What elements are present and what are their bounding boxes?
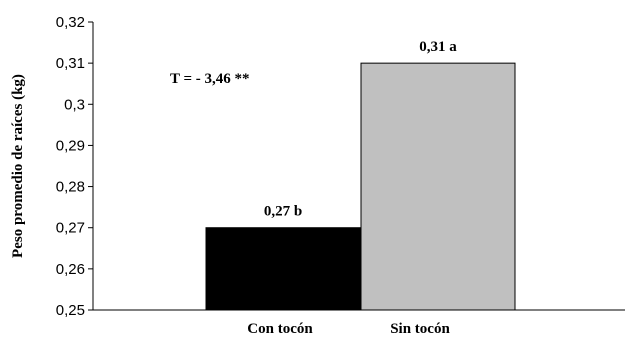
- x-tick-labels: Con tocón Sin tocón: [247, 321, 450, 337]
- bar-data-label: 0,31 a: [419, 39, 457, 55]
- y-tick-label: 0,27: [56, 220, 85, 237]
- y-ticks: 0,25 0,26 0,27 0,28 0,29 0,3 0,31 0,32: [56, 14, 93, 319]
- y-tick-label: 0,25: [56, 302, 85, 319]
- x-tick-label: Con tocón: [247, 321, 313, 337]
- y-tick-label: 0,28: [56, 179, 85, 196]
- x-tick-label: Sin tocón: [390, 321, 450, 337]
- y-tick-label: 0,26: [56, 261, 85, 278]
- bars: 0,27 b 0,31 a: [205, 39, 516, 311]
- bar-data-label: 0,27 b: [264, 204, 302, 220]
- bar: [360, 62, 516, 311]
- y-tick-label: 0,3: [64, 96, 85, 113]
- bar: [205, 227, 361, 311]
- t-statistic-annotation: T = - 3,46 **: [170, 71, 250, 87]
- y-tick-label: 0,31: [56, 55, 85, 72]
- y-axis-title: Peso promedio de raíces (kg): [10, 74, 26, 258]
- y-tick-label: 0,32: [56, 14, 85, 31]
- y-axis: 0,25 0,26 0,27 0,28 0,29 0,3 0,31 0,32: [56, 14, 94, 319]
- y-tick-label: 0,29: [56, 137, 85, 154]
